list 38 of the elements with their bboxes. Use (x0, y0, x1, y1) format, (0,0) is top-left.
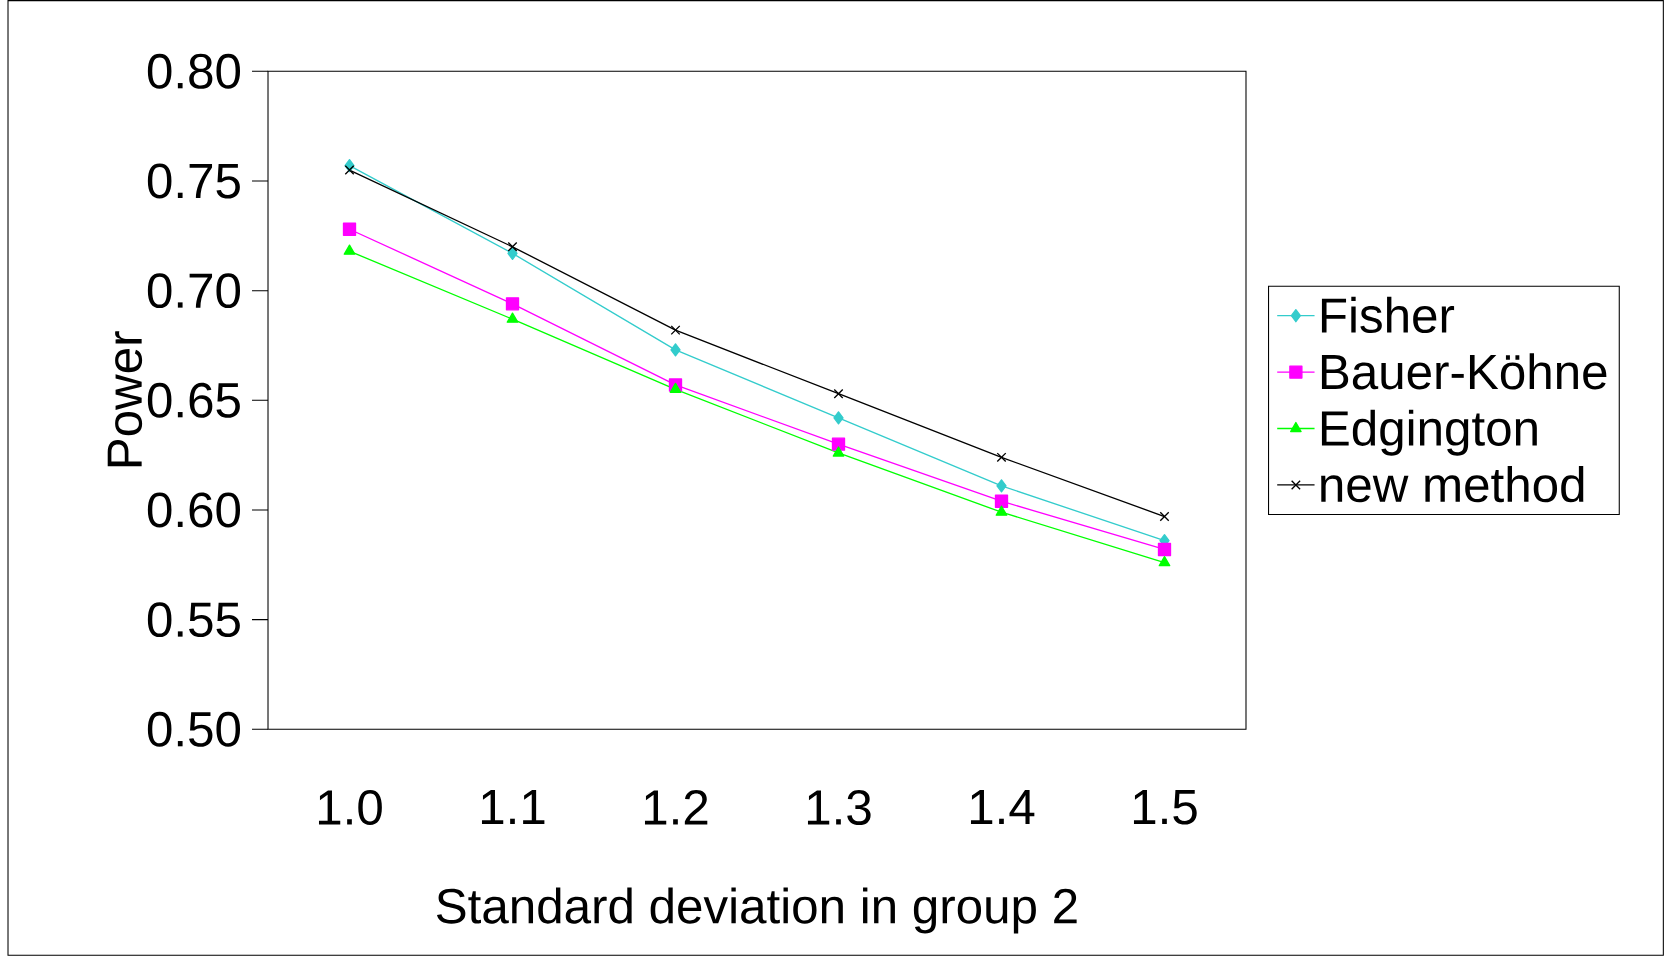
x-tick-label: 1.2 (644, 790, 708, 825)
x-tick-label: 1.5 (1133, 790, 1197, 825)
legend-label: Bauer-Köhne (1321, 353, 1607, 390)
point (342, 222, 357, 236)
point (833, 411, 844, 425)
y-tick-label: 0.80 (147, 53, 241, 89)
y-tick-label: 0.50 (147, 711, 241, 747)
y-tick-label: 0.75 (147, 163, 240, 199)
point (507, 241, 518, 252)
y-tick-label: 0.65 (147, 382, 240, 418)
point (344, 165, 355, 175)
point (994, 494, 1009, 508)
x-axis-title: Standard deviation in group 2 (436, 887, 1077, 934)
x-tick-label: 1.0 (318, 790, 382, 825)
point (996, 479, 1007, 493)
legend-label: new method (1321, 466, 1584, 503)
point (996, 452, 1007, 463)
point (670, 325, 681, 336)
point (1159, 511, 1170, 522)
point (669, 382, 682, 394)
point (505, 297, 520, 311)
x-tick-label: 1.3 (807, 790, 871, 825)
point (833, 388, 844, 399)
x-tick-label: 1.4 (970, 790, 1035, 824)
legend-label: Edgington (1321, 409, 1537, 456)
point (995, 505, 1008, 516)
point (832, 446, 845, 457)
y-axis-title: Power (107, 331, 143, 467)
y-tick-label: 0.60 (147, 492, 241, 528)
point (343, 244, 356, 255)
point (670, 343, 681, 357)
point (1157, 542, 1172, 557)
point (1158, 555, 1171, 567)
point (506, 312, 519, 323)
x-tick-label: 1.1 (481, 790, 545, 824)
y-tick-label: 0.55 (147, 602, 240, 638)
y-tick-label: 0.70 (147, 273, 241, 309)
legend-label: Fisher (1321, 296, 1455, 334)
